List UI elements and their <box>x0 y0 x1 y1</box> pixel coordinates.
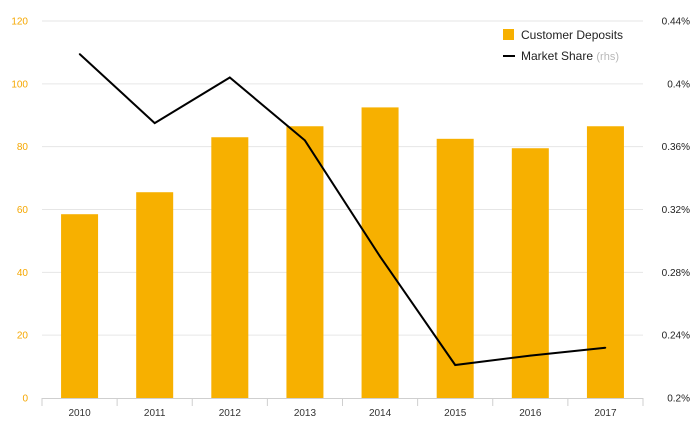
market-share-point-2012 <box>229 76 231 79</box>
bar-2013 <box>286 126 324 398</box>
y-left-tick-label: 0 <box>22 394 28 405</box>
y-right-tick-label: 0.28% <box>662 268 690 279</box>
y-right-tick-label: 0.4% <box>667 79 690 90</box>
market-share-point-2011 <box>153 122 156 124</box>
market-share-point-2017 <box>604 346 607 349</box>
legend-swatch-customer-deposits <box>503 29 514 40</box>
bar-2011 <box>136 192 174 398</box>
bar-2016 <box>511 148 549 398</box>
bar-2010 <box>61 214 99 398</box>
y-right-tick-label: 0.44% <box>662 17 690 28</box>
y-right-tick-label: 0.2% <box>667 394 690 405</box>
market-share-point-2013 <box>304 139 306 142</box>
y-left-tick-label: 40 <box>17 268 29 279</box>
y-left-tick-label: 60 <box>17 205 29 216</box>
x-tick-label: 2014 <box>369 408 392 419</box>
y-left-tick-label: 120 <box>11 17 28 28</box>
legend-label-customer-deposits: Customer Deposits <box>521 28 623 42</box>
bar-2012 <box>211 137 249 398</box>
x-tick-label: 2010 <box>68 408 91 419</box>
y-left-tick-label: 20 <box>17 331 29 342</box>
y-right-tick-label: 0.24% <box>662 331 690 342</box>
bar-2017 <box>586 126 624 398</box>
axes: 0 20 40 60 80 100 120 0.2% 0.24% 0.28% 0.32% 0.36% 0… <box>11 17 690 420</box>
y-left-tick-label: 100 <box>11 79 28 90</box>
bar-2014 <box>361 107 399 398</box>
legend-label-market-share: Market Share (rhs) <box>521 49 619 63</box>
x-tick-label: 2013 <box>294 408 317 419</box>
x-tick-label: 2011 <box>144 408 166 419</box>
x-tick-label: 2012 <box>219 408 242 419</box>
x-tick-label: 2015 <box>444 408 467 419</box>
market-share-line <box>78 53 606 367</box>
legend: Customer Deposits Market Share (rhs) <box>503 28 623 63</box>
bar-2015 <box>436 138 474 398</box>
y-right-tick-label: 0.32% <box>662 205 690 216</box>
line-series-market-share <box>78 53 607 367</box>
x-tick-label: 2017 <box>594 408 617 419</box>
x-tick-label: 2016 <box>519 408 542 419</box>
market-share-point-2016 <box>529 354 532 357</box>
bar-series-customer-deposits <box>61 107 624 398</box>
gridlines <box>42 20 643 336</box>
market-share-point-2010 <box>78 53 81 55</box>
market-share-point-2015 <box>454 364 456 366</box>
y-right-tick-label: 0.36% <box>662 142 690 153</box>
market-share-point-2014 <box>379 255 381 258</box>
y-left-tick-label: 80 <box>17 142 29 153</box>
